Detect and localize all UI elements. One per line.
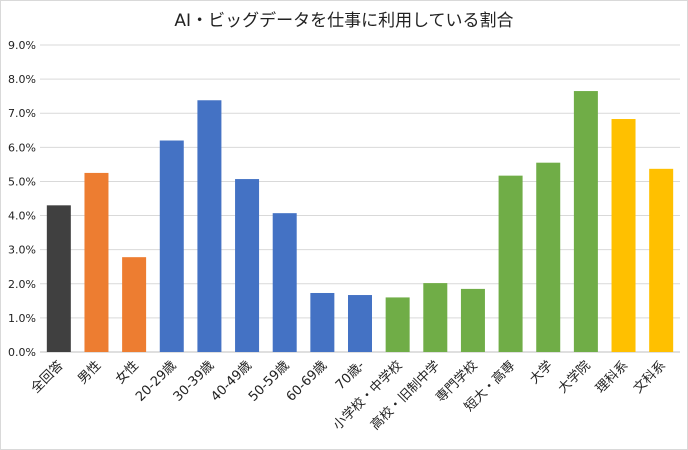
bar [197,100,222,352]
y-tick-label: 1.0% [8,312,36,325]
x-tick-label: 30-39歳 [171,358,218,405]
bar [649,168,674,352]
x-tick-label: 理科系 [593,358,631,396]
y-tick-label: 5.0% [8,175,36,188]
x-tick-label: 大学院 [555,358,594,397]
bar [272,213,297,352]
bar [235,179,260,352]
bar [611,119,636,352]
bar [122,257,147,352]
bar [159,140,184,352]
chart-title: AI・ビッグデータを仕事に利用している割合 [174,11,514,31]
y-tick-label: 7.0% [8,107,36,120]
x-tick-label: 文科系 [631,358,669,396]
x-tick-label: 男性 [75,358,104,387]
y-tick-label: 0.0% [8,346,36,359]
x-tick-label: 大学 [526,358,556,388]
bar [498,175,523,352]
bar [348,295,372,352]
x-tick-label: 20-29歳 [133,358,180,405]
bar [84,172,109,352]
bar [460,288,485,352]
y-tick-label: 6.0% [8,141,36,154]
bar [46,205,71,352]
y-tick-label: 8.0% [8,73,36,86]
bar [385,297,410,352]
bar [423,283,448,352]
x-tick-label: 70歳- [333,358,368,393]
x-tick-label: 女性 [112,358,142,388]
y-tick-label: 9.0% [8,39,36,52]
bar [573,91,598,353]
x-tick-label: 全回答 [28,358,67,397]
y-tick-label: 4.0% [8,210,36,223]
bar [310,292,335,352]
bar [536,162,561,352]
y-tick-label: 2.0% [8,278,36,291]
x-tick-label: 50-59歳 [246,358,293,405]
y-tick-label: 3.0% [8,244,36,257]
x-tick-label: 60-69歳 [284,358,331,405]
x-tick-label: 40-49歳 [208,358,255,405]
